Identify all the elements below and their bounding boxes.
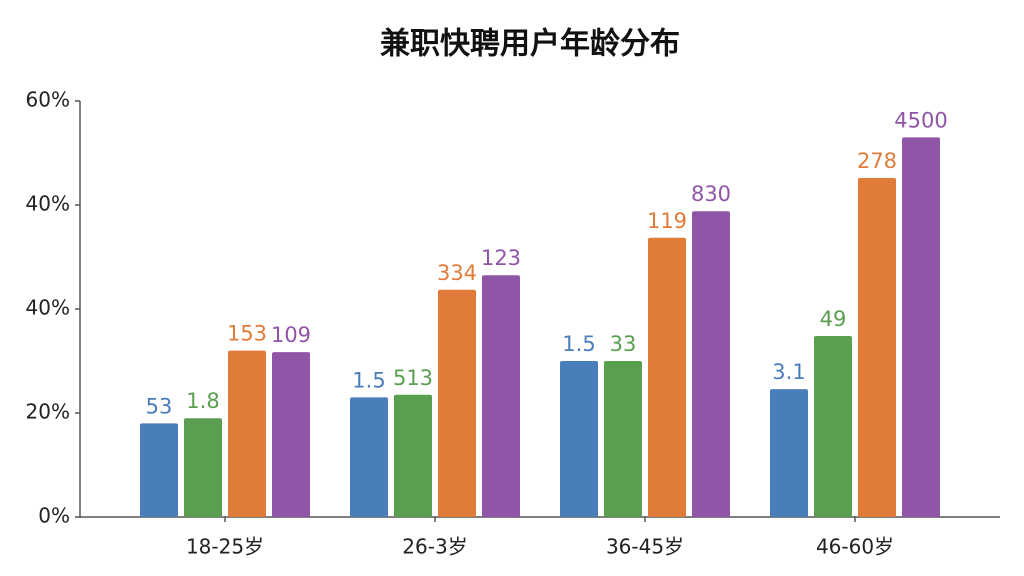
- value-label: 123: [481, 246, 521, 270]
- value-label: 53: [146, 394, 173, 418]
- value-label: 119: [647, 209, 687, 233]
- bar: [438, 289, 476, 517]
- bar: [902, 137, 940, 517]
- value-label: 1.5: [352, 368, 385, 392]
- value-label: 1.5: [562, 332, 595, 356]
- value-label: 4500: [894, 108, 947, 132]
- value-label: 278: [857, 149, 897, 173]
- value-label: 1.8: [186, 389, 219, 413]
- bar: [770, 389, 808, 517]
- value-label: 153: [227, 322, 267, 346]
- y-tick-label: 0%: [38, 504, 70, 528]
- y-tick-label: 40%: [26, 192, 70, 216]
- bar: [858, 177, 896, 517]
- bar: [350, 397, 388, 517]
- bar: [814, 336, 852, 517]
- bar: [604, 361, 642, 517]
- value-label: 334: [437, 261, 477, 285]
- bar: [228, 350, 266, 517]
- bar: [482, 275, 520, 517]
- value-label: 33: [610, 332, 637, 356]
- bar: [140, 423, 178, 517]
- bar: [272, 352, 310, 517]
- x-tick-label: 46-60岁: [816, 535, 894, 559]
- value-label: 513: [393, 366, 433, 390]
- y-tick-label: 60%: [26, 88, 70, 112]
- x-tick-label: 18-25岁: [186, 535, 264, 559]
- value-label: 49: [820, 307, 847, 331]
- x-tick-label: 36-45岁: [606, 535, 684, 559]
- bar: [184, 418, 222, 517]
- chart-title: 兼职快聘用户年龄分布: [380, 27, 680, 62]
- y-tick-label: 40%: [26, 296, 70, 320]
- value-label: 109: [271, 323, 311, 347]
- bar: [560, 361, 598, 517]
- y-tick-label: 20%: [26, 400, 70, 424]
- bar: [648, 237, 686, 517]
- value-label: 830: [691, 182, 731, 206]
- bar: [692, 211, 730, 518]
- bar: [394, 394, 432, 517]
- value-label: 3.1: [772, 360, 805, 384]
- x-tick-label: 26-3岁: [402, 535, 467, 559]
